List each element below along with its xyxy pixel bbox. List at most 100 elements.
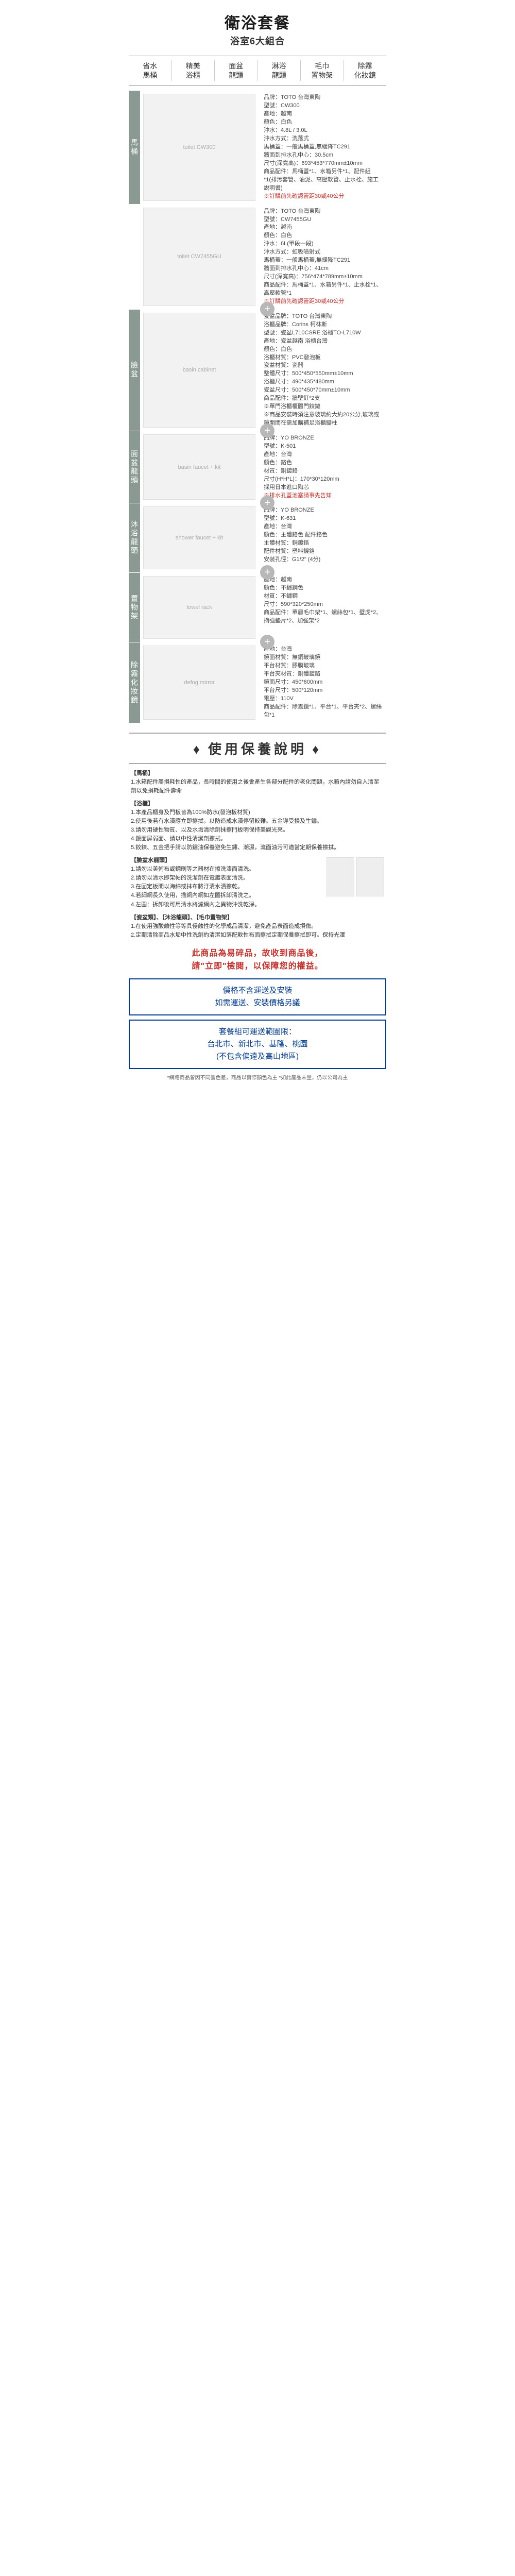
spec-line: 產地：越南 bbox=[264, 110, 383, 118]
feature-l1: 精美 bbox=[174, 61, 213, 71]
feature-1: 精美浴櫃 bbox=[172, 60, 215, 81]
fragile-line1: 此商品為易碎品，故收到商品後， bbox=[129, 947, 386, 960]
spec-line: 型號：CW300 bbox=[264, 102, 383, 110]
price-note-l2: 如需運送、安裝價格另議 bbox=[134, 997, 381, 1009]
care-section: 【浴櫃】1.本產品櫃身及門板皆為100%防水(發泡板材質)2.使用後若有水漬應立… bbox=[131, 800, 384, 852]
spec-line: 顏色：白色 bbox=[264, 232, 383, 240]
plus-icon: + bbox=[260, 423, 274, 438]
spec-line: 沖水方式：虹吸噴射式 bbox=[264, 248, 383, 257]
spec-line: 顏色：鉻色 bbox=[264, 459, 383, 467]
spec-line: 平台尺寸：500*120mm bbox=[264, 687, 383, 695]
spec-line: 鏡面材質：無銅玻璃鏡 bbox=[264, 654, 383, 662]
spec-line: 商品配件：牆壁釘*2支 bbox=[264, 395, 383, 403]
care-img bbox=[327, 857, 354, 896]
feature-l1: 省水 bbox=[131, 61, 169, 71]
spec-line: 材質：不鏽鋼 bbox=[264, 592, 383, 601]
feature-l1: 面盆 bbox=[217, 61, 255, 71]
page-subtitle: 浴室6大組合 bbox=[129, 34, 386, 47]
spec-line: 浴櫃品牌：Corins 柯林斯 bbox=[264, 321, 383, 329]
spec-line: 尺寸(深寬高)：693*453*770mm±10mm bbox=[264, 160, 383, 168]
feature-l2: 化妝鏡 bbox=[346, 71, 385, 80]
item-spec: 品牌：TOTO 台灣東陶型號：CW300產地：越南顏色：白色沖水：4.8L / … bbox=[259, 91, 386, 204]
feature-l2: 龍頭 bbox=[260, 71, 299, 80]
feature-l1: 淋浴 bbox=[260, 61, 299, 71]
care-line: 1.在使用強酸鹼性等等具侵蝕性的化學成品清潔，避免產品表面造成損傷。 bbox=[131, 922, 384, 931]
footnote: *網路商品皆因不同螢色差，商品以實際顏色為主 *如此產品未量，仍以公司為主 bbox=[129, 1073, 386, 1081]
delivery-l2: 台北市、新北市、基隆、桃園 bbox=[134, 1038, 381, 1050]
image-placeholder: towel rack bbox=[143, 576, 255, 639]
item-row: 除霧化妝鏡defog mirror產地：台灣鏡面材質：無銅玻璃鏡平台材質：膠膜玻… bbox=[129, 642, 386, 723]
feature-l1: 除霧 bbox=[346, 61, 385, 71]
item-spec: 產地：台灣鏡面材質：無銅玻璃鏡平台材質：膠膜玻璃平台夾材質：銅體鍍鉻鏡面尺寸：4… bbox=[259, 642, 386, 722]
spec-line: ※排水孔蓋池塞請事先告知 bbox=[264, 492, 383, 500]
spec-line: 瓷盆尺寸：500*450*70mm±10mm bbox=[264, 386, 383, 395]
category-vlabel: 沐浴龍頭 bbox=[129, 503, 140, 572]
care-section-title: 【馬桶】 bbox=[131, 769, 384, 778]
item-spec: 品牌：YO BRONZE型號：K-631產地：台灣顏色：主體鉻色 配件鉻色主體材… bbox=[259, 503, 386, 572]
price-note-box: 價格不含運送及安裝 如需運送、安裝價格另議 bbox=[129, 978, 386, 1015]
spec-line: 瓷盆材質：瓷器 bbox=[264, 362, 383, 370]
spec-line: 瓷盆品牌：TOTO 台灣東陶 bbox=[264, 313, 383, 321]
spec-line: 沖水：4.8L / 3.0L bbox=[264, 127, 383, 135]
spec-line: 顏色：主體鉻色 配件鉻色 bbox=[264, 531, 383, 539]
item-image: toilet CW7455GU bbox=[140, 205, 259, 309]
category-vlabel: 馬桶 bbox=[129, 91, 140, 204]
feature-row: 省水馬桶精美浴櫃面盆龍頭淋浴龍頭毛巾置物架除霧化妝鏡 bbox=[129, 56, 386, 86]
category-vlabel: 臉盆 bbox=[129, 310, 140, 431]
spec-line: 型號：瓷盆L710CSRE 浴櫃TO-L710W bbox=[264, 329, 383, 337]
feature-l2: 龍頭 bbox=[217, 71, 255, 80]
spec-line: 型號：CW7455GU bbox=[264, 216, 383, 224]
image-placeholder: basin cabinet bbox=[143, 313, 255, 428]
feature-l2: 浴櫃 bbox=[174, 71, 213, 80]
feature-2: 面盆龍頭 bbox=[215, 60, 258, 81]
spec-line: 商品配件：單層毛巾架*1、螺絲包*1、壁虎*2、摘強墊片*2、加強架*2 bbox=[264, 609, 383, 625]
spec-line: 商品配件：馬桶蓋*1、水箱另件*1、止水栓*1、高壓軟管*1 bbox=[264, 281, 383, 298]
spec-line: 電壓：110V bbox=[264, 695, 383, 703]
care-section-title: 【浴櫃】 bbox=[131, 800, 384, 808]
item-row: 馬桶toilet CW300品牌：TOTO 台灣東陶型號：CW300產地：越南顏… bbox=[129, 91, 386, 204]
image-placeholder: basin faucet + kit bbox=[143, 434, 255, 500]
spec-line: 平台材質：膠膜玻璃 bbox=[264, 662, 383, 670]
spec-line: 尺寸(H*H*L)：170*30*120mm bbox=[264, 476, 383, 484]
feature-3: 淋浴龍頭 bbox=[258, 60, 301, 81]
spec-line: 馬桶蓋：一般馬桶蓋,無緩降TC291 bbox=[264, 257, 383, 265]
spec-line: 商品配件：除霧鏡*1、平台*1、平台夾*2、螺絲包*1 bbox=[264, 703, 383, 720]
category-vlabel: 面盆龍頭 bbox=[129, 431, 140, 503]
feature-5: 除霧化妝鏡 bbox=[344, 60, 387, 81]
spec-line: 品牌：TOTO 台灣東陶 bbox=[264, 208, 383, 216]
care-line: 5.鉸鍊、五金把手請以防鏽油保養避免生鏽、潮濕，流面油污可適當定期保養擦拭。 bbox=[131, 843, 384, 852]
spec-line: 產地：越南 bbox=[264, 576, 383, 584]
spec-line: 品牌：TOTO 台灣東陶 bbox=[264, 94, 383, 102]
feature-l2: 置物架 bbox=[303, 71, 341, 80]
spec-line: 型號：K-501 bbox=[264, 443, 383, 451]
spec-line: 浴櫃材質：PVC發泡板 bbox=[264, 354, 383, 362]
item-image: towel rack bbox=[140, 573, 259, 642]
header: 衛浴套餐 浴室6大組合 bbox=[129, 6, 386, 53]
item-spec: 品牌：YO BRONZE型號：K-501產地：台灣顏色：鉻色材質：銅鍍鉻尺寸(H… bbox=[259, 431, 386, 503]
spec-line: ※單門浴櫃櫃體門鉸鏈 bbox=[264, 403, 383, 411]
spec-line: 主體材質：銅鍍鉻 bbox=[264, 539, 383, 548]
spec-line: 整體尺寸：500*450*550mm±10mm bbox=[264, 370, 383, 378]
feature-l1: 毛巾 bbox=[303, 61, 341, 71]
care-body: 【馬桶】1.水箱配件屬損耗性的產品，長時間的使用之後會產生各部分配件的老化問題，… bbox=[129, 769, 386, 940]
care-line: 1.本產品櫃身及門板皆為100%防水(發泡板材質) bbox=[131, 808, 384, 817]
item-row: 沐浴龍頭shower faucet + kit品牌：YO BRONZE型號：K-… bbox=[129, 503, 386, 573]
item-row: 面盆龍頭basin faucet + kit品牌：YO BRONZE型號：K-5… bbox=[129, 431, 386, 504]
care-section: 【瓷盆類】、【沐浴龍頭】、【毛巾置物架】1.在使用強酸鹼性等等具侵蝕性的化學成品… bbox=[131, 913, 384, 940]
spec-line: 產地：越南 bbox=[264, 224, 383, 232]
spec-line: 沖水：6L(單段一段) bbox=[264, 240, 383, 248]
care-line: 4.左圖：拆卸後可用清水將濾網內之異物沖洗乾淨。 bbox=[131, 901, 384, 909]
feature-0: 省水馬桶 bbox=[129, 60, 172, 81]
item-spec: 品牌：TOTO 台灣東陶型號：CW7455GU產地：越南顏色：白色沖水：6L(單… bbox=[259, 205, 386, 309]
feature-4: 毛巾置物架 bbox=[301, 60, 344, 81]
item-spec: 瓷盆品牌：TOTO 台灣東陶浴櫃品牌：Corins 柯林斯型號：瓷盆L710CS… bbox=[259, 310, 386, 431]
care-img bbox=[356, 857, 384, 896]
plus-icon: + bbox=[260, 302, 274, 316]
spec-line: 安裝孔徑：G1/2" (4分) bbox=[264, 556, 383, 564]
item-row: 臉盆basin cabinet瓷盆品牌：TOTO 台灣東陶浴櫃品牌：Corins… bbox=[129, 310, 386, 431]
spec-line: 品牌：YO BRONZE bbox=[264, 434, 383, 443]
spec-line: 材質：銅鍍鉻 bbox=[264, 467, 383, 476]
page-title: 衛浴套餐 bbox=[129, 10, 386, 33]
image-placeholder: toilet CW7455GU bbox=[143, 208, 255, 306]
category-vlabel: 除霧化妝鏡 bbox=[129, 642, 140, 722]
